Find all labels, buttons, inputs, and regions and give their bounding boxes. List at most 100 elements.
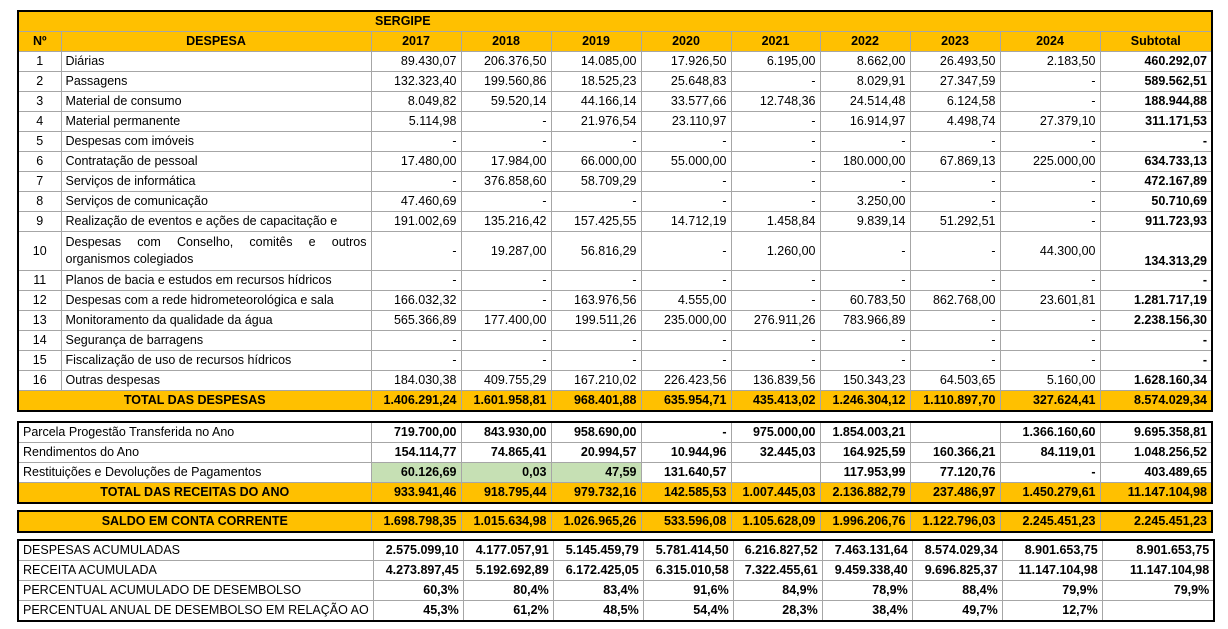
expense-value: - [730,71,821,92]
expense-value: 1.260,00 [730,231,821,271]
expense-value: 206.376,50 [460,51,552,72]
expense-label: Serviços de informática [60,171,372,192]
total-receitas-value: 933.941,46 [370,482,462,504]
expense-row: 12 Despesas com a rede hidrometeorológica… [17,290,1213,311]
receipt-value: 160.366,21 [909,442,1001,463]
expense-label: Realização de eventos e ações de capacit… [60,211,372,232]
sheet-title: SERGIPE [371,10,1213,32]
expenses-table: SERGIPE Nº DESPESA 2017 2018 2019 2020 2… [17,10,1213,412]
total-despesas-value: 635.954,71 [640,390,732,412]
receipt-subtotal: 1.048.256,52 [1099,442,1213,463]
saldo-value: 1.122.796,03 [909,510,1001,533]
receipt-value: - [640,421,732,443]
receipt-subtotal: 9.695.358,81 [1099,421,1213,443]
accumulated-value: 5.145.459,79 [552,539,644,561]
accumulated-value: 84,9% [732,580,823,601]
expense-label: Diárias [60,51,372,72]
expense-value: 235.000,00 [640,310,732,331]
expense-value: 44.300,00 [999,231,1101,271]
expense-value: 6.124,58 [909,91,1001,112]
expense-value: - [550,131,642,152]
expense-number: 11 [17,270,62,291]
expense-value: - [730,171,821,192]
total-receitas-row: TOTAL DAS RECEITAS DO ANO 933.941,46 918… [17,482,1213,504]
expense-number: 6 [17,151,62,172]
expense-value: - [909,330,1001,351]
expense-label: Material permanente [60,111,372,132]
header-year: 2023 [909,31,1001,52]
expense-value: 59.520,14 [460,91,552,112]
expense-value: 51.292,51 [909,211,1001,232]
expense-value: - [819,231,911,271]
expense-number: 5 [17,131,62,152]
expense-value: 180.000,00 [819,151,911,172]
total-despesas-label: TOTAL DAS DESPESAS [17,390,372,412]
expense-subtotal: 134.313,29 [1099,231,1213,271]
total-receitas-value: 1.007.445,03 [730,482,821,504]
expense-value: 6.195,00 [730,51,821,72]
expense-value: 136.839,56 [730,370,821,391]
accumulated-value: 28,3% [732,600,823,622]
expense-value: 199.511,26 [550,310,642,331]
accumulated-value: 9.696.825,37 [911,560,1003,581]
expense-value: 2.183,50 [999,51,1101,72]
expense-row: 2 Passagens 132.323,40 199.560,86 18.525,23 2… [17,71,1213,92]
expense-label: Despesas com Conselho, comitês e outros … [60,231,372,271]
expense-value: 17.480,00 [370,151,462,172]
expense-subtotal: 634.733,13 [1099,151,1213,172]
expense-row: 6 Contratação de pessoal 17.480,00 17.984,0… [17,151,1213,172]
accumulated-value: 7.322.455,61 [732,560,823,581]
expense-value: - [370,330,462,351]
expense-row: 16 Outras despesas 184.030,38 409.755,29 167… [17,370,1213,391]
expense-value: - [370,231,462,271]
total-receitas-value: 237.486,97 [909,482,1001,504]
receipt-value: 20.994,57 [550,442,642,463]
saldo-subtotal: 2.245.451,23 [1099,510,1213,533]
expense-subtotal: 2.238.156,30 [1099,310,1213,331]
accumulated-value: 7.463.131,64 [821,539,913,561]
expense-value: - [640,231,732,271]
expense-value: - [819,270,911,291]
expense-value: 276.911,26 [730,310,821,331]
expense-label: Despesas com a rede hidrometeorológica e… [60,290,372,311]
expense-value: - [550,191,642,212]
accumulated-label: RECEITA ACUMULADA [17,560,374,581]
saldo-value: 1.026.965,26 [550,510,642,533]
expense-number: 8 [17,191,62,212]
saldo-row: SALDO EM CONTA CORRENTE 1.698.798,35 1.0… [17,510,1213,533]
expense-value: 1.458,84 [730,211,821,232]
expense-row: 4 Material permanente 5.114,98-21.976,54 23… [17,111,1213,132]
accumulated-value: 4.273.897,45 [372,560,464,581]
accumulated-row: PERCENTUAL ACUMULADO DE DESEMBOLSO 60,3% 8… [17,580,1215,601]
receipt-value: 131.640,57 [640,462,732,483]
receipt-label: Parcela Progestão Transferida no Ano [17,421,372,443]
header-num: Nº [17,31,62,52]
expense-value: - [999,131,1101,152]
accumulated-value: 8.574.029,34 [911,539,1003,561]
expense-value: - [730,270,821,291]
receipt-row: Parcela Progestão Transferida no Ano 719.… [17,421,1213,443]
receipt-value: 1.366.160,60 [999,421,1101,443]
expense-value: - [999,270,1101,291]
expense-subtotal: 311.171,53 [1099,111,1213,132]
expense-subtotal: 188.944,88 [1099,91,1213,112]
saldo-value: 533.596,08 [640,510,732,533]
expense-row: 9 Realização de eventos e ações de capaci… [17,211,1213,232]
accumulated-value: 6.315.010,58 [642,560,734,581]
accumulated-value: 5.192.692,89 [462,560,554,581]
expense-value: 409.755,29 [460,370,552,391]
expense-label: Segurança de barragens [60,330,372,351]
expense-value: - [999,191,1101,212]
header-despesa: DESPESA [60,31,372,52]
expense-subtotal: - [1099,350,1213,371]
expense-value: - [460,290,552,311]
accumulated-value: 78,9% [821,580,913,601]
expense-value: 14.085,00 [550,51,642,72]
total-despesas-row: TOTAL DAS DESPESAS 1.406.291,24 1.601.95… [17,390,1213,412]
expense-value: 14.712,19 [640,211,732,232]
expense-value: 8.029,91 [819,71,911,92]
expense-number: 12 [17,290,62,311]
accumulated-value: 80,4% [462,580,554,601]
expense-value: 565.366,89 [370,310,462,331]
header-year: 2020 [640,31,732,52]
